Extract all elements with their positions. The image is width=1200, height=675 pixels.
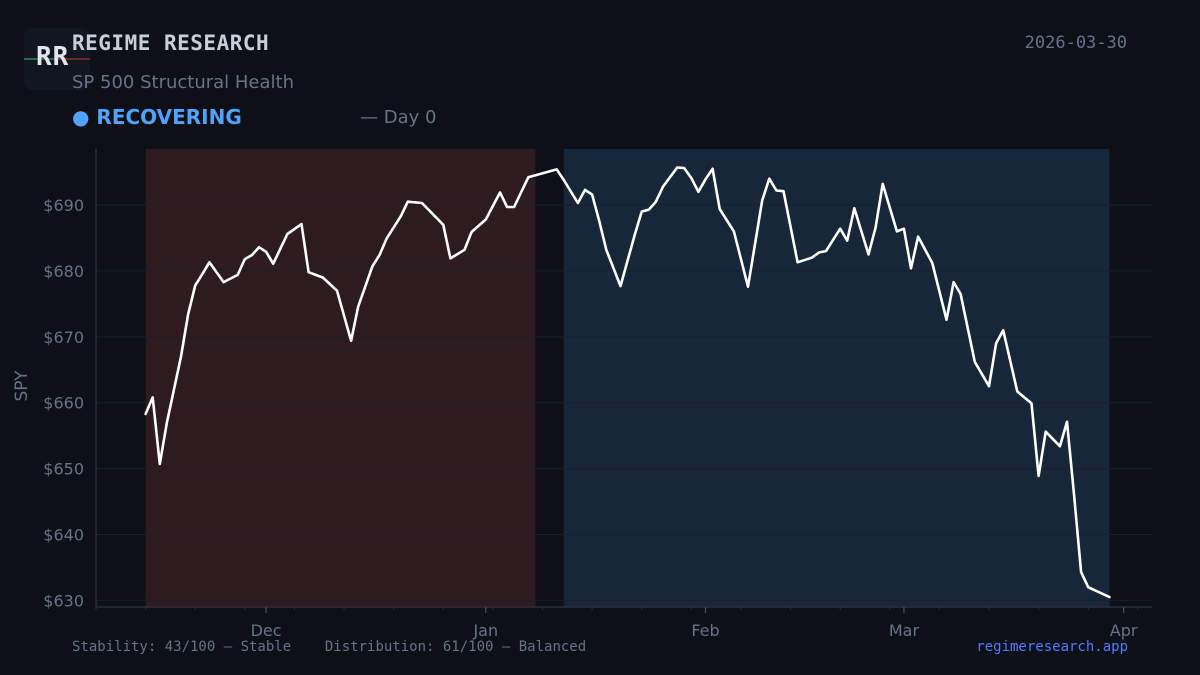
y-tick-label: $660 <box>43 394 84 413</box>
brand-logo: RR <box>24 28 90 90</box>
x-tick-label: Feb <box>691 621 719 640</box>
regime-status-badge: ● RECOVERING <box>72 105 242 129</box>
spy-price-chart: $630 $640 $650 $660 $670 $680 $690 SPY Dec Jan Feb… <box>12 149 1152 640</box>
y-tick-label: $690 <box>43 196 84 215</box>
x-tick-label: Apr <box>1110 621 1138 640</box>
site-link[interactable]: regimeresearch.app <box>976 639 1128 655</box>
footer-metrics: Stability: 43/100 — Stable Distribution:… <box>72 639 586 655</box>
regime-region-red <box>145 149 536 607</box>
report-date: 2026-03-30 <box>1024 33 1127 53</box>
distribution-score: Distribution: 61/100 — Balanced <box>324 639 587 655</box>
y-tick-label: $640 <box>43 526 84 545</box>
y-tick-label: $680 <box>43 262 84 281</box>
x-tick-label: Dec <box>251 621 282 640</box>
regime-region-blue <box>563 149 1110 607</box>
stability-score: Stability: 43/100 — Stable <box>72 639 292 655</box>
regime-day-counter: — Day 0 <box>360 107 437 128</box>
x-tick-label: Jan <box>472 621 498 640</box>
y-tick-label: $670 <box>43 328 84 347</box>
spy-price-line <box>144 166 1111 599</box>
page-subtitle: SP 500 Structural Health <box>72 72 294 93</box>
logo-text: RR <box>36 42 70 72</box>
y-tick-label: $650 <box>43 460 84 479</box>
brand-title: REGIME RESEARCH <box>72 31 270 55</box>
y-tick-label: $630 <box>43 591 84 610</box>
x-tick-label: Mar <box>889 621 920 640</box>
logo-line <box>24 58 90 60</box>
y-axis-title: SPY <box>12 370 32 402</box>
